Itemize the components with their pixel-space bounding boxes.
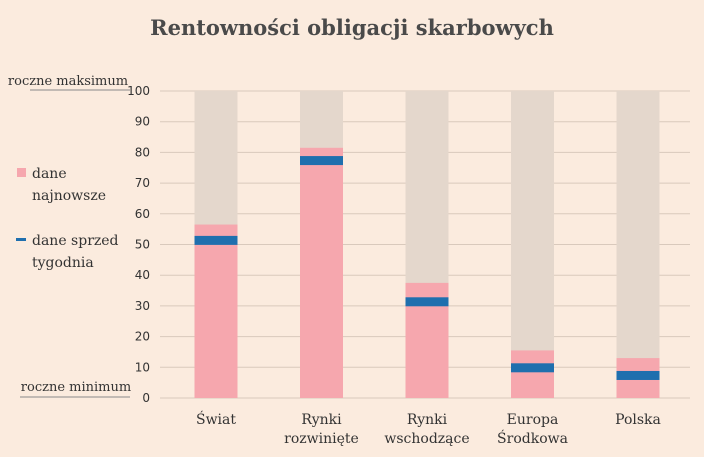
annual-max-label: roczne maksimum [8, 74, 128, 89]
annual-min-label: roczne minimum [21, 380, 131, 395]
y-tick-label: 50 [135, 238, 150, 252]
category-label: Rynki rozwinięte [284, 412, 359, 447]
y-tick-label: 10 [135, 360, 150, 374]
legend-label: dane najnowsze [32, 166, 106, 204]
range-bar [511, 91, 554, 398]
week-ago-marker [194, 235, 238, 245]
latest-bar [300, 147, 343, 398]
y-tick-label: 60 [135, 207, 150, 221]
legend-label: dane sprzed tygodnia [32, 233, 119, 271]
legend: dane najnowsze dane sprzed tygodnia [16, 166, 119, 271]
y-tick-label: 100 [127, 84, 150, 98]
latest-bar [511, 350, 554, 398]
week-ago-marker [405, 297, 449, 307]
category-label: Świat [196, 410, 236, 428]
legend-marker-latest [17, 168, 26, 177]
y-tick-label: 0 [142, 391, 150, 405]
y-tick-label: 70 [135, 176, 150, 190]
y-tick-label: 40 [135, 268, 150, 282]
week-ago-marker [300, 156, 343, 166]
chart-title: Rentowności obligacji skarbowych [150, 15, 554, 40]
category-label: Europa Środkowa [497, 412, 568, 447]
bars-layer [194, 91, 660, 398]
y-tick-label: 20 [135, 330, 150, 344]
category-label: Polska [615, 412, 661, 428]
week-ago-marker [511, 363, 554, 373]
week-ago-marker [616, 370, 660, 380]
y-tick-label: 30 [135, 299, 150, 313]
range-bar [616, 91, 660, 398]
category-label: Rynki wschodzące [384, 412, 469, 447]
legend-marker-week-ago [16, 238, 26, 241]
latest-bar [194, 224, 238, 398]
y-tick-label: 80 [135, 145, 150, 159]
y-tick-label: 90 [135, 115, 150, 129]
